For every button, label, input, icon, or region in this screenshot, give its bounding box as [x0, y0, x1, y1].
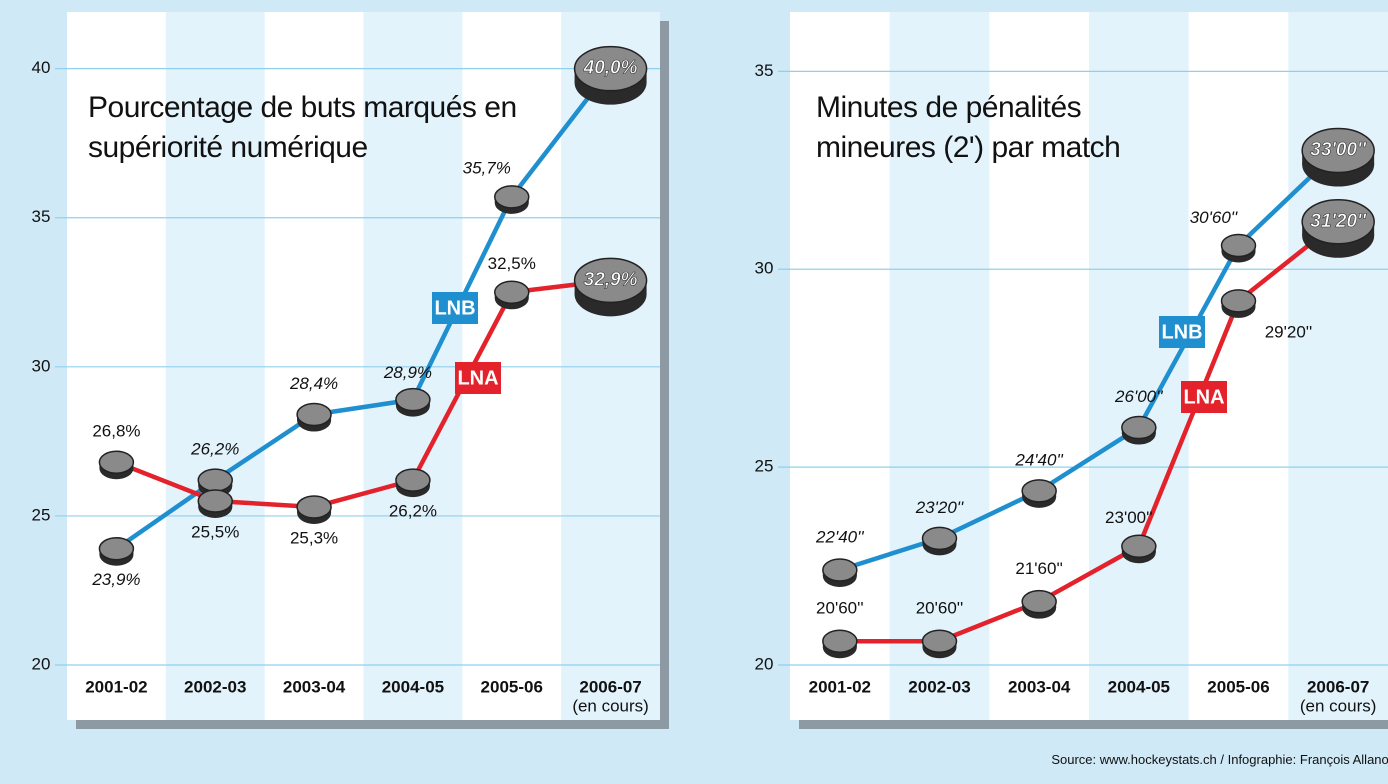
x-tick-label: 2002-03 [184, 677, 246, 696]
y-tick-label: 25 [32, 505, 51, 524]
puck [99, 451, 133, 479]
y-tick-label: 20 [32, 654, 51, 673]
puck [198, 490, 232, 518]
x-tick-label: 2001-02 [85, 677, 147, 696]
data-point [1222, 290, 1256, 312]
puck [396, 389, 430, 417]
puck [99, 538, 133, 566]
x-tick-label: 2003-04 [283, 677, 346, 696]
x-tick-note: (en cours) [572, 696, 649, 715]
data-label: 20'60'' [916, 599, 964, 618]
puck [297, 496, 331, 524]
y-tick-label: 30 [32, 356, 51, 375]
data-point [1222, 234, 1256, 256]
puck [1222, 290, 1256, 318]
y-tick-label: 35 [32, 207, 51, 226]
x-tick-label: 2001-02 [809, 677, 871, 696]
puck [1122, 535, 1156, 563]
legend-label: LNB [434, 297, 475, 319]
data-point [99, 538, 133, 560]
data-point [1122, 417, 1156, 439]
puck [495, 281, 529, 309]
data-point [1122, 535, 1156, 557]
x-tick-label: 2004-05 [382, 677, 444, 696]
puck [823, 559, 857, 587]
data-label: 40,0% [583, 58, 638, 79]
x-tick-label: 2005-06 [481, 677, 543, 696]
data-point [396, 469, 430, 491]
data-label: 22'40'' [815, 528, 864, 547]
data-point [297, 404, 331, 426]
data-point [297, 496, 331, 518]
x-tick-label: 2006-07 [1307, 677, 1369, 696]
data-point [495, 281, 529, 303]
y-tick-label: 25 [755, 457, 774, 476]
data-label: 30'60'' [1190, 208, 1238, 227]
y-tick-label: 40 [32, 58, 51, 77]
data-label: 20'60'' [816, 599, 864, 618]
data-label: 23,9% [91, 570, 140, 589]
data-point [198, 469, 232, 491]
data-point [1022, 480, 1056, 502]
data-label: 23'00'' [1105, 508, 1153, 527]
puck [923, 630, 957, 658]
data-label: 25,3% [290, 528, 338, 547]
data-point [396, 389, 430, 411]
data-label: 33'00'' [1310, 140, 1367, 161]
data-label: 32,9% [584, 269, 638, 290]
legend-label: LNA [457, 367, 498, 389]
data-label: 26'00'' [1114, 387, 1163, 406]
puck [495, 186, 529, 214]
puck [1022, 480, 1056, 508]
data-point [823, 559, 857, 581]
data-label: 28,4% [289, 374, 338, 393]
data-label: 32,5% [488, 254, 536, 273]
x-tick-label: 2002-03 [908, 677, 970, 696]
infographic: 20 25 30 35 40 2001-02 2002-03 2003-04 2004-05 20… [0, 0, 1388, 784]
data-label: 26,8% [92, 422, 140, 441]
puck [823, 630, 857, 658]
puck [297, 404, 331, 432]
data-label: 26,2% [389, 502, 437, 521]
chart-title: Minutes de pénalités mineures (2') par m… [816, 88, 1176, 168]
puck [396, 469, 430, 497]
puck [1122, 417, 1156, 445]
column-stripe [1288, 12, 1388, 720]
data-point [495, 186, 529, 208]
data-point [99, 451, 133, 473]
chart-title: Pourcentage de buts marqués en supériori… [88, 88, 518, 168]
data-label: 28,9% [383, 363, 432, 382]
y-tick-label: 30 [755, 259, 774, 278]
data-point [823, 630, 857, 652]
data-label: 24'40'' [1014, 450, 1063, 469]
puck [923, 527, 957, 555]
data-point [923, 527, 957, 549]
x-tick-note: (en cours) [1300, 696, 1377, 715]
x-tick-label: 2004-05 [1108, 677, 1170, 696]
data-label: 31'20'' [1310, 211, 1367, 232]
column-stripe [561, 12, 660, 720]
data-point [1022, 591, 1056, 613]
data-label: 29'20'' [1265, 322, 1313, 341]
source-note: Source: www.hockeystats.ch / Infographie… [1051, 752, 1388, 767]
puck [1222, 234, 1256, 262]
x-tick-label: 2005-06 [1207, 677, 1269, 696]
data-label: 21'60'' [1015, 559, 1063, 578]
y-tick-label: 20 [755, 654, 774, 673]
legend-label: LNB [1161, 321, 1202, 343]
data-label: 25,5% [191, 522, 239, 541]
legend-label: LNA [1183, 386, 1224, 408]
y-tick-label: 35 [755, 61, 774, 80]
data-label: 26,2% [190, 440, 239, 459]
x-tick-label: 2003-04 [1008, 677, 1071, 696]
data-point [198, 490, 232, 512]
data-label: 23'20'' [915, 498, 964, 517]
puck [1022, 591, 1056, 619]
data-point [923, 630, 957, 652]
x-tick-label: 2006-07 [579, 677, 641, 696]
